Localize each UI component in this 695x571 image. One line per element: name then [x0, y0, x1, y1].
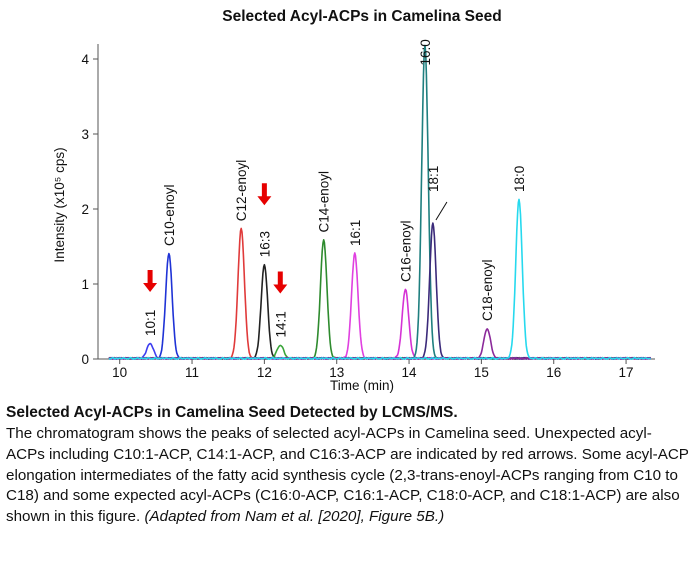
red-arrow-10-1	[143, 270, 158, 292]
peak-18-1	[108, 222, 651, 360]
label-16-3: 16:3	[257, 231, 272, 257]
x-tick-label: 13	[329, 365, 344, 380]
x-tick-label: 10	[112, 365, 127, 380]
peak-labels: 10:1 C10-enoyl C12-enoyl 16:3 14:1 C14-enoyl 1…	[143, 39, 527, 337]
peak-16-3	[108, 263, 651, 360]
x-tick-label: 12	[257, 365, 272, 380]
chart-title: Selected Acyl-ACPs in Camelina Seed	[222, 8, 501, 25]
x-tick-label: 16	[546, 365, 561, 380]
label-c18-enoyl: C18-enoyl	[480, 259, 495, 321]
chromatogram-chart: Selected Acyl-ACPs in Camelina Seed 10 11…	[52, 8, 655, 393]
red-arrow-14-1	[273, 271, 288, 294]
label-16-1: 16:1	[348, 220, 363, 246]
x-tick-label: 17	[619, 365, 634, 380]
peak-c12-enoyl	[108, 227, 652, 360]
peak-10-1	[108, 342, 652, 360]
x-tick-label: 15	[474, 365, 489, 380]
red-arrows	[143, 183, 448, 294]
chromatogram-traces	[108, 44, 652, 360]
y-tick-label: 4	[81, 52, 89, 67]
caption-body: The chromatogram shows the peaks of sele…	[6, 424, 690, 528]
x-axis-label: Time (min)	[330, 378, 394, 393]
peak-16-0	[108, 44, 651, 360]
label-18-0: 18:0	[512, 166, 527, 192]
label-c16-enoyl: C16-enoyl	[398, 220, 413, 282]
x-tick-label: 11	[185, 365, 199, 380]
label-18-1: 18:1	[426, 166, 441, 192]
label-14-1: 14:1	[273, 311, 288, 337]
peak-18-0	[108, 198, 651, 360]
label-16-0: 16:0	[418, 39, 433, 65]
peak-16-1	[108, 252, 651, 360]
peak-c14-enoyl	[108, 239, 651, 360]
caption-reference: (Adapted from Nam et al. [2020], Figure …	[144, 508, 445, 526]
y-tick-label: 2	[81, 202, 89, 217]
x-tick-label: 14	[402, 365, 418, 380]
annotation-pointer	[435, 201, 448, 221]
y-tick-label: 1	[81, 277, 89, 292]
red-arrow-16-3	[257, 183, 272, 206]
label-c14-enoyl: C14-enoyl	[317, 171, 332, 233]
peak-c16-enoyl	[108, 288, 652, 360]
y-tick-label: 3	[81, 127, 89, 142]
caption-title: Selected Acyl-ACPs in Camelina Seed Dete…	[6, 404, 458, 421]
peak-c10-enoyl	[108, 252, 651, 360]
figure-caption: Selected Acyl-ACPs in Camelina Seed Dete…	[6, 400, 690, 528]
caption-text: The chromatogram shows the peaks of sele…	[6, 425, 689, 526]
label-10-1: 10:1	[143, 310, 158, 336]
y-axis-label: Intensity (x10⁵ cps)	[52, 147, 67, 262]
label-c12-enoyl: C12-enoyl	[234, 160, 249, 222]
label-c10-enoyl: C10-enoyl	[162, 184, 177, 246]
peak-c18-enoyl	[108, 328, 651, 360]
y-tick-label: 0	[81, 352, 89, 367]
